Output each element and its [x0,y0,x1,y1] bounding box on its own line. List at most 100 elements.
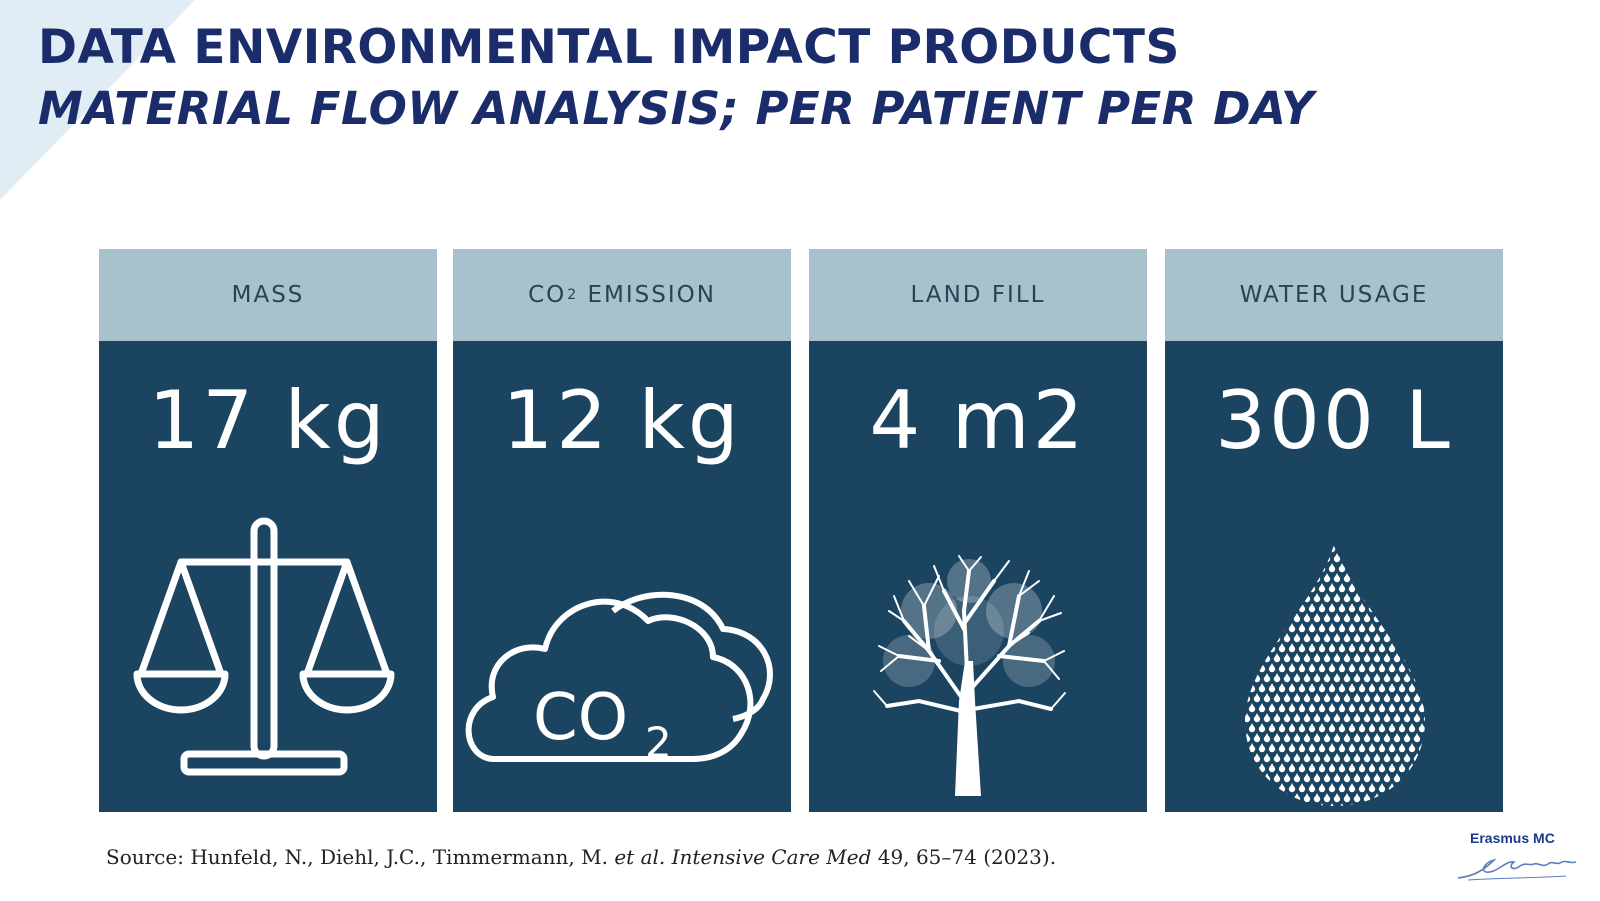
water-droplet [1383,753,1391,763]
water-droplet [1253,773,1261,783]
source-authors: Source: Hunfeld, N., Diehl, J.C., Timmer… [106,845,615,869]
water-droplet [1278,763,1286,773]
water-droplet [1288,563,1296,573]
water-droplet [1423,593,1425,603]
water-droplet [1278,543,1286,553]
water-droplet [1398,583,1406,593]
water-droplet [1245,733,1251,743]
water-droplet [1413,653,1421,663]
water-droplet [1429,743,1430,752]
water-droplet [1368,723,1376,733]
co2-cloud-icon: CO 2 [465,591,773,767]
water-droplet [1398,643,1406,653]
water-droplet [1338,663,1346,673]
water-droplet [1328,783,1336,793]
water-droplet [1293,673,1301,683]
water-droplet [1398,603,1406,613]
water-header: WATER USAGE [1165,249,1503,341]
water-droplet [1293,753,1301,763]
water-droplet [1373,733,1381,743]
source-citation: Source: Hunfeld, N., Diehl, J.C., Timmer… [106,845,1056,869]
water-droplet [1353,753,1361,763]
water-droplet [1263,573,1271,583]
water-droplet [1298,663,1306,673]
water-droplet [1378,543,1386,553]
water-droplet [1343,593,1351,603]
water-droplet [1328,603,1336,613]
water-droplet [1283,673,1291,683]
water-droplet [1245,683,1246,693]
water-droplet [1263,793,1271,803]
water-droplet [1268,543,1276,553]
water-droplet [1353,613,1361,623]
water-droplet [1313,793,1321,803]
water-droplet [1338,763,1346,773]
water-droplet [1323,613,1331,623]
water-droplet [1358,663,1366,673]
water-droplet [1308,683,1316,693]
water-droplet [1368,563,1376,573]
water-droplet [1388,803,1396,806]
water-droplet [1308,663,1316,673]
water-droplet [1268,763,1276,773]
water-droplet [1429,583,1430,592]
water-droplet [1263,613,1271,623]
water-droplet [1403,713,1411,723]
water-droplet [1343,673,1351,683]
water-droplet [1423,753,1425,763]
water-droplet [1353,733,1361,743]
water-droplet [1353,793,1361,803]
water-droplet [1393,633,1401,643]
water-droplet [1353,573,1361,583]
water-droplet [1318,803,1326,806]
water-droplet [1423,573,1425,583]
water-droplet [1383,553,1391,563]
water-droplet [1253,593,1261,603]
water-droplet [1328,563,1336,573]
water-droplet [1323,773,1331,783]
water-droplet [1328,623,1336,633]
water-droplet [1338,803,1346,806]
water-droplet [1248,543,1256,553]
water-droplet [1343,793,1351,803]
water-droplet [1383,713,1391,723]
water-droplet [1368,663,1376,673]
water-droplet [1258,683,1266,693]
water-droplet [1418,803,1425,806]
water-droplet [1358,623,1366,633]
water-droplet [1318,683,1326,693]
water-droplet [1273,713,1281,723]
water-droplet [1268,703,1276,713]
water-droplet [1308,643,1316,653]
water-droplet [1358,543,1366,553]
water-droplet [1378,623,1386,633]
water-droplet [1398,783,1406,793]
water-droplet [1393,653,1401,663]
water-droplet [1418,643,1425,653]
water-droplet [1418,663,1425,673]
water-droplet [1393,693,1401,703]
water-droplet [1393,673,1401,683]
water-droplet [1353,633,1361,643]
water-droplet [1378,563,1386,573]
water-droplet [1263,653,1271,663]
water-droplet [1408,663,1416,673]
water-droplet [1378,743,1386,753]
water-droplet [1298,603,1306,613]
water-droplet [1298,543,1306,553]
water-droplet [1348,643,1356,653]
water-droplet [1333,593,1341,603]
water-droplet [1388,763,1396,773]
water-droplet [1429,623,1430,632]
water-droplet [1348,743,1356,753]
water-droplet [1383,693,1391,703]
water-droplet [1338,563,1346,573]
water-droplet [1423,773,1425,783]
source-etal: et al. [614,845,666,869]
water-droplet [1373,613,1381,623]
water-droplet [1273,653,1281,663]
water-droplet [1398,723,1406,733]
water-droplet [1248,643,1256,653]
water-droplet [1258,663,1266,673]
water-droplet [1338,583,1346,593]
